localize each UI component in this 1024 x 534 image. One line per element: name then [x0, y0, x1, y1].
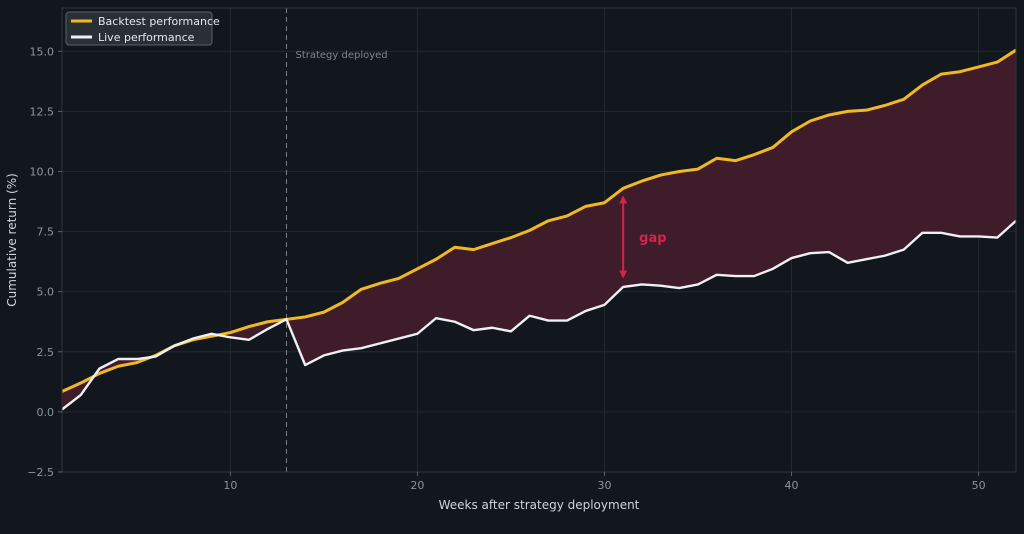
y-tick-label: 12.5 [30, 105, 55, 118]
gap-arrowhead-top [619, 195, 628, 204]
deployment-label: Strategy deployed [295, 50, 387, 61]
legend-label-backtest: Backtest performance [98, 15, 220, 28]
gap-arrowhead-bottom [619, 270, 628, 279]
series-lines [61, 48, 1017, 411]
x-axis-ticks: 10 20 30 40 50 [223, 472, 986, 492]
legend-box [65, 11, 213, 46]
y-tick-label: 15.0 [30, 45, 55, 58]
gap-label: gap [639, 231, 666, 246]
y-axis-ticks: −2.5 0.0 2.5 5.0 7.5 10.0 12.5 15.0 [27, 45, 62, 479]
x-axis-label: Weeks after strategy deployment [439, 498, 640, 512]
y-axis-label: Cumulative return (%) [5, 173, 19, 307]
y-tick-label: 7.5 [37, 226, 55, 239]
x-tick-label: 20 [410, 479, 424, 492]
y-tick-label: −2.5 [27, 466, 54, 479]
plot-frame [61, 7, 1017, 473]
y-tick-label: 2.5 [37, 346, 55, 359]
gap-annotation: gap [619, 195, 667, 279]
x-tick-label: 30 [597, 479, 611, 492]
deployment-marker: Strategy deployed [285, 8, 388, 472]
gap-fill [62, 50, 1016, 410]
gap-fill-area [62, 50, 1016, 410]
legend-label-live: Live performance [98, 31, 195, 44]
x-tick-label: 50 [972, 479, 986, 492]
y-tick-label: 10.0 [30, 165, 55, 178]
x-tick-label: 10 [223, 479, 237, 492]
live-line [61, 219, 1017, 411]
y-tick-label: 0.0 [37, 406, 55, 419]
legend: Backtest performance Live performance [65, 11, 220, 46]
y-tick-label: 5.0 [37, 286, 55, 299]
x-tick-label: 40 [785, 479, 799, 492]
